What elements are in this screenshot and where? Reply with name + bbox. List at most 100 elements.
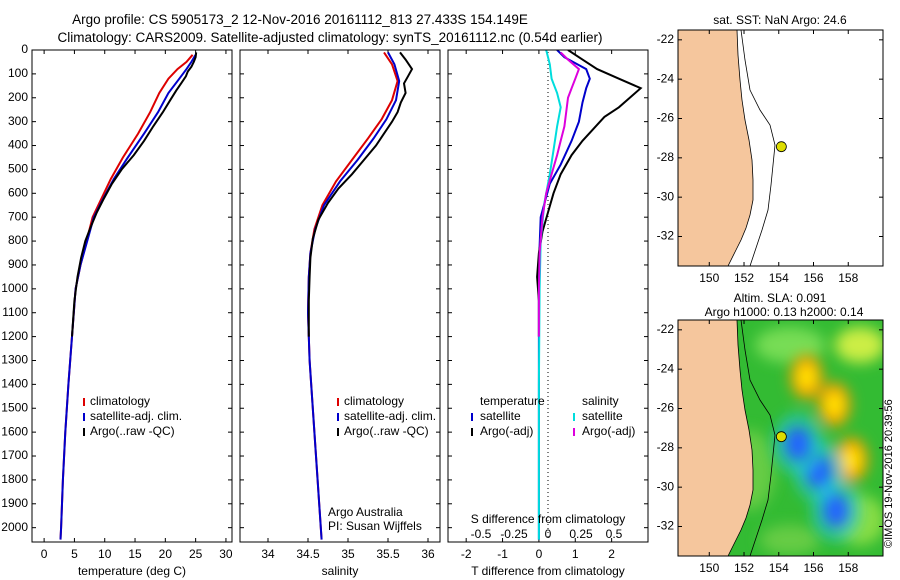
lon-tick-label: 154 xyxy=(769,271,789,285)
temperature-ticks: 0 5 10 15 20 25 30 xyxy=(41,50,233,561)
lon-tick-label: 152 xyxy=(734,561,754,575)
depth-ticks: 0 100 200 300 400 500 600 700 800 900 1000 1100 1200… xyxy=(1,42,648,534)
land xyxy=(678,320,754,556)
sla-low-ring xyxy=(813,481,860,540)
temperature-panel: 0100200300400500600700800900100011001200… xyxy=(1,42,648,578)
sst-map-ticks: 150 152 154 156 158 -22 -24 -26 -28 -30 -32 xyxy=(657,30,883,285)
lat-tick-label: -26 xyxy=(657,401,675,415)
x-tick-label: 30 xyxy=(219,547,233,561)
legend-sal-satellite: satellite xyxy=(582,409,623,423)
y-tick-label: 100 xyxy=(8,66,28,80)
sla-high-core xyxy=(826,392,843,417)
lat-tick-label: -28 xyxy=(657,150,675,164)
legend-satellite-adj: satellite-adj. clim. xyxy=(90,409,182,423)
header-line2: Climatology: CARS2009. Satellite-adjuste… xyxy=(57,30,602,45)
lat-tick-label: -32 xyxy=(657,229,675,243)
series-line xyxy=(537,50,591,540)
salinity-frame xyxy=(239,49,441,543)
lat-tick-label: -32 xyxy=(657,519,675,533)
sst-map-title: sat. SST: NaN Argo: 24.6 xyxy=(713,13,847,27)
y-tick-label: 1600 xyxy=(1,424,28,438)
y-tick-label: 1500 xyxy=(1,400,28,414)
difference-top-label: S difference from climatology xyxy=(471,512,626,526)
land xyxy=(678,30,754,266)
y-tick-label: 400 xyxy=(8,138,28,152)
x-tick-label: 34.5 xyxy=(296,547,320,561)
lat-tick-label: -22 xyxy=(657,322,675,336)
legend-temp-argo: Argo(-adj) xyxy=(480,424,533,438)
series-line xyxy=(59,54,194,540)
isobath xyxy=(740,30,776,266)
legend-argo: Argo(..raw -QC) xyxy=(344,424,429,438)
sla-low-ring xyxy=(774,414,821,473)
legend-climatology: climatology xyxy=(344,394,404,408)
top-tick: 0.5 xyxy=(606,527,623,541)
y-tick-label: 800 xyxy=(8,233,28,247)
x-tick-label: 36 xyxy=(421,547,435,561)
top-tick: 0 xyxy=(545,527,552,541)
temperature-legend: climatology satellite-adj. clim. Argo(..… xyxy=(83,394,182,438)
difference-panel: -2 -1 0 1 2 T difference from climatology S … xyxy=(447,49,649,578)
top-tick: -0.25 xyxy=(500,527,528,541)
sst-map-frame xyxy=(677,29,884,267)
lat-tick-label: -26 xyxy=(657,111,675,125)
lat-tick-label: -30 xyxy=(657,479,675,493)
lon-tick-label: 158 xyxy=(838,271,858,285)
sla-map-title: Altim. SLA: 0.091 xyxy=(734,291,827,305)
y-tick-label: 1200 xyxy=(1,329,28,343)
salinity-panel: 34 34.5 35 35.5 36 salinity climatology sate… xyxy=(239,49,441,578)
y-tick-label: 1700 xyxy=(1,448,28,462)
difference-legend: temperature satellite Argo(-adj) salinit… xyxy=(471,394,635,438)
x-tick-label: 10 xyxy=(98,547,112,561)
x-tick-label: 1 xyxy=(572,547,579,561)
sst-map: sat. SST: NaN Argo: 24.6 150 152 154 156 158… xyxy=(657,13,884,285)
legend-temp-satellite: satellite xyxy=(480,409,521,423)
series-line xyxy=(306,51,401,540)
top-tick: 0.25 xyxy=(569,527,593,541)
series-line xyxy=(537,51,581,337)
credit-pi: PI: Susan Wijffels xyxy=(328,519,422,533)
lon-tick-label: 150 xyxy=(699,271,719,285)
temperature-lines xyxy=(59,52,198,540)
sla-high-core xyxy=(843,447,860,472)
x-tick-label: 0 xyxy=(536,547,543,561)
difference-xlabel: T difference from climatology xyxy=(471,564,625,578)
lon-tick-label: 152 xyxy=(734,271,754,285)
x-tick-label: 34 xyxy=(261,547,275,561)
series-line xyxy=(537,50,562,540)
y-tick-label: 300 xyxy=(8,114,28,128)
lat-tick-label: -24 xyxy=(657,71,675,85)
x-tick-label: 15 xyxy=(128,547,142,561)
y-tick-label: 500 xyxy=(8,162,28,176)
sla-eddies xyxy=(774,355,868,540)
y-tick-label: 1800 xyxy=(1,472,28,486)
y-tick-label: 1000 xyxy=(1,281,28,295)
series-line xyxy=(59,54,197,540)
legend-title-salinity: salinity xyxy=(582,394,619,408)
lat-tick-label: -30 xyxy=(657,189,675,203)
top-tick: -0.5 xyxy=(471,527,492,541)
x-tick-label: 25 xyxy=(189,547,203,561)
sla-map-ticks: 150 152 154 156 158 -22 -24 -26 -28 -30 -32 xyxy=(657,320,883,575)
y-tick-label: 700 xyxy=(8,209,28,223)
lon-tick-label: 156 xyxy=(803,271,823,285)
sla-map-frame xyxy=(677,319,884,557)
y-tick-label: 1900 xyxy=(1,496,28,510)
x-tick-label: 20 xyxy=(159,547,173,561)
x-tick-label: 2 xyxy=(608,547,615,561)
x-tick-label: 0 xyxy=(41,547,48,561)
series-line xyxy=(306,51,399,540)
header-line1: Argo profile: CS 5905173_2 12-Nov-2016 2… xyxy=(72,12,528,27)
legend-climatology: climatology xyxy=(90,394,150,408)
lat-tick-label: -28 xyxy=(657,440,675,454)
y-tick-label: 1100 xyxy=(2,305,28,319)
argo-position-marker xyxy=(775,141,787,153)
lat-tick-label: -22 xyxy=(657,32,675,46)
x-tick-label: -1 xyxy=(497,547,508,561)
sla-low xyxy=(783,425,812,462)
salinity-xlabel: salinity xyxy=(322,564,359,578)
lat-tick-label: -24 xyxy=(657,361,675,375)
legend-title-temperature: temperature xyxy=(480,394,545,408)
legend-argo: Argo(..raw -QC) xyxy=(90,424,175,438)
